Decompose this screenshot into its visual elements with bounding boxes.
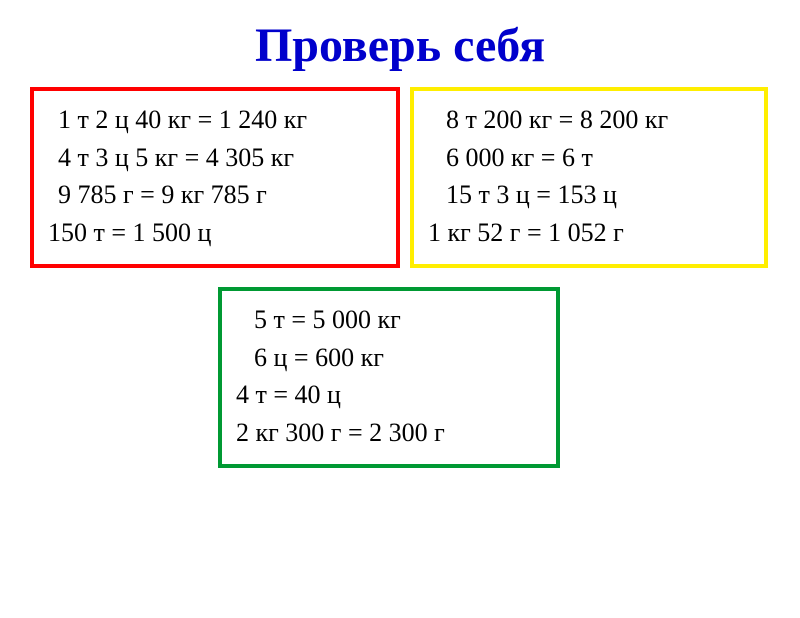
page-title: Проверь себя [0,18,800,73]
equation-row: 15 т 3 ц = 153 ц [428,176,750,214]
box-right: 8 т 200 кг = 8 200 кг 6 000 кг = 6 т 15 … [410,87,768,268]
equation-row: 5 т = 5 000 кг [236,301,542,339]
equation-row: 6 000 кг = 6 т [428,139,750,177]
equation-row: 150 т = 1 500 ц [48,214,382,252]
equation-row: 1 т 2 ц 40 кг = 1 240 кг [48,101,382,139]
equation-row: 6 ц = 600 кг [236,339,542,377]
equation-row: 4 т 3 ц 5 кг = 4 305 кг [48,139,382,177]
equation-row: 4 т = 40 ц [236,376,542,414]
box-left: 1 т 2 ц 40 кг = 1 240 кг 4 т 3 ц 5 кг = … [30,87,400,268]
equation-row: 8 т 200 кг = 8 200 кг [428,101,750,139]
equation-row: 9 785 г = 9 кг 785 г [48,176,382,214]
equation-row: 2 кг 300 г = 2 300 г [236,414,542,452]
box-bottom: 5 т = 5 000 кг 6 ц = 600 кг 4 т = 40 ц 2… [218,287,560,468]
equation-row: 1 кг 52 г = 1 052 г [428,214,750,252]
